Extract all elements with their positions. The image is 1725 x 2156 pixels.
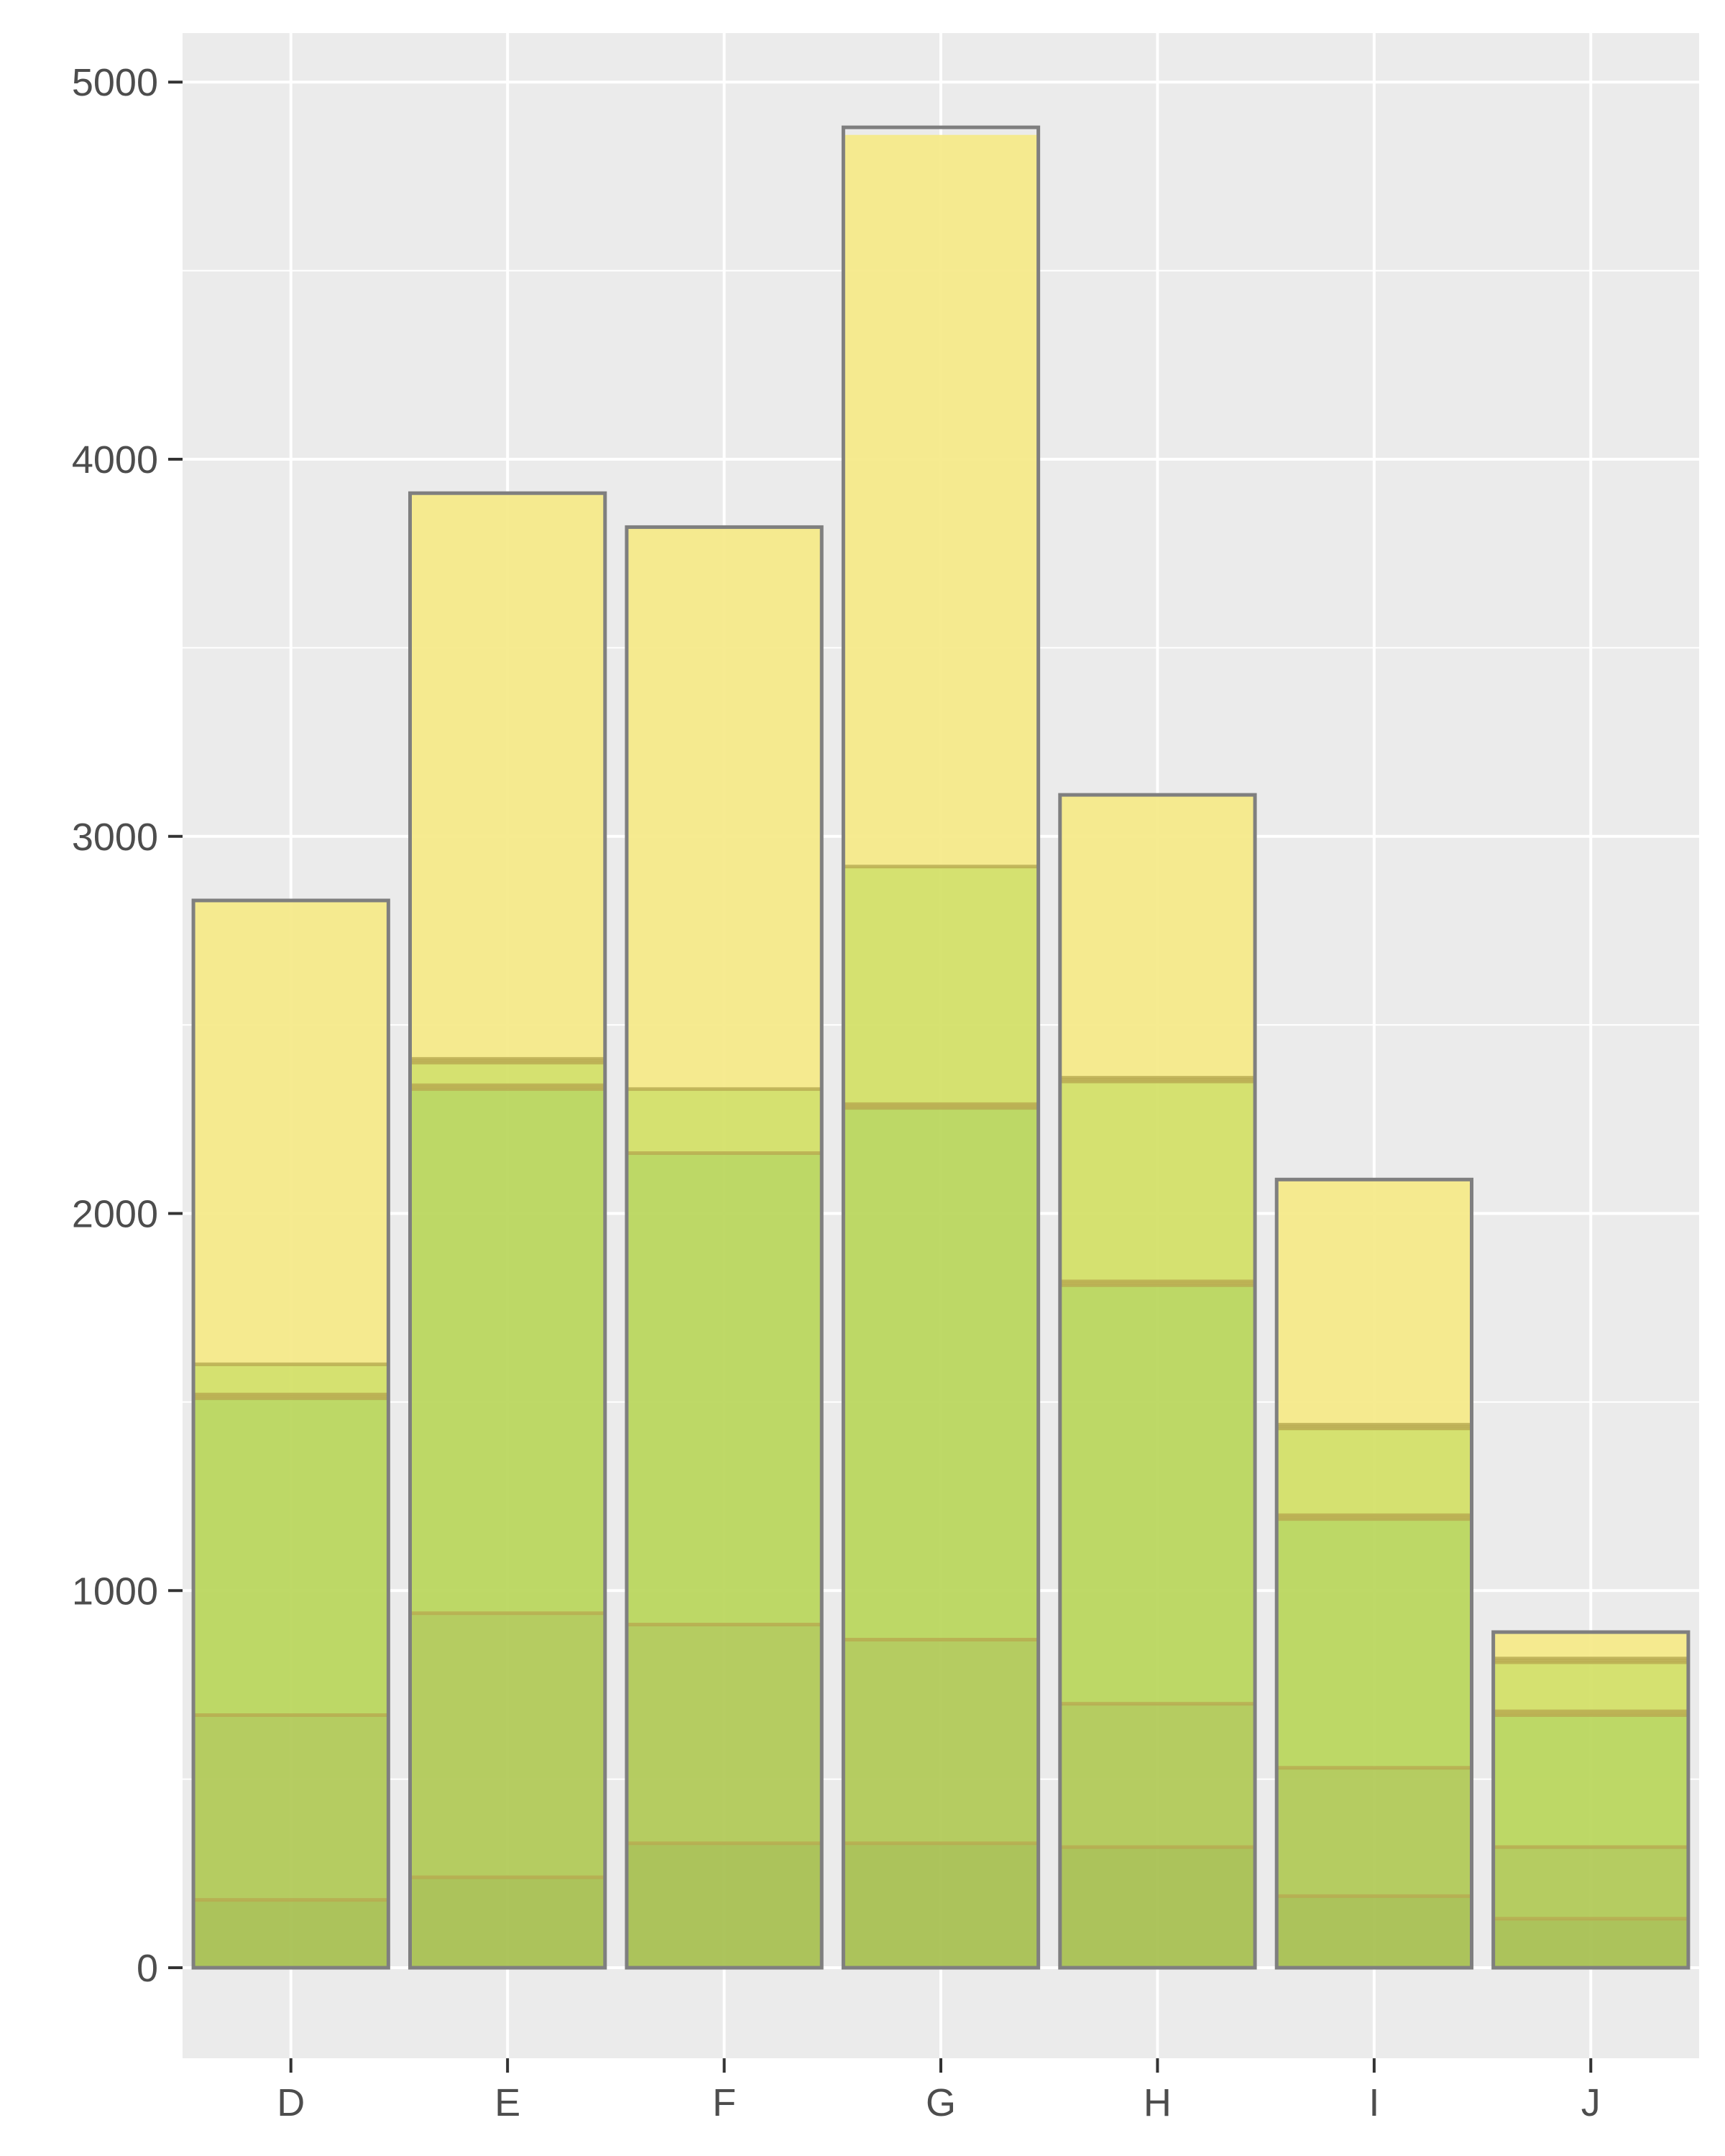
y-tick-label: 4000 <box>72 438 158 482</box>
bar <box>841 125 1041 1970</box>
y-tick-label: 5000 <box>72 61 158 104</box>
x-tick-label: I <box>1368 2081 1379 2124</box>
x-tick-label: G <box>926 2081 956 2124</box>
y-tick-label: 1000 <box>72 1570 158 1613</box>
bar-segment <box>1276 1428 1472 1516</box>
bar-segment <box>626 1153 822 1625</box>
bar-segment <box>410 1877 605 1968</box>
bar-segment <box>193 1398 389 1715</box>
bar-segment <box>193 1899 389 1968</box>
y-tick-label: 0 <box>137 1947 158 1990</box>
bar-segment <box>1493 1632 1688 1659</box>
bars <box>191 125 1690 1970</box>
bar-segment <box>1493 1847 1688 1919</box>
bar <box>625 525 824 1970</box>
bar <box>408 491 607 1970</box>
bar-segment <box>193 900 389 1365</box>
bar-segment <box>410 1613 605 1878</box>
y-tick-label: 3000 <box>72 816 158 859</box>
bar-segment <box>1493 1662 1688 1712</box>
bar-segment <box>1059 1081 1256 1281</box>
bar-segment <box>626 1624 822 1843</box>
bar-segment <box>626 527 822 1089</box>
bar-segment <box>193 1715 389 1900</box>
bar-segment <box>410 1059 605 1063</box>
bar-segment <box>1493 1715 1688 1848</box>
bar-segment <box>1276 1179 1472 1425</box>
bar-segment <box>1493 1658 1688 1662</box>
bar-segment <box>843 1104 1039 1108</box>
bar-segment <box>1276 1519 1472 1768</box>
bar-segment <box>843 1843 1039 1968</box>
bar-segment <box>843 1107 1039 1640</box>
bar-segment <box>410 1085 605 1089</box>
bar-segment <box>1059 1847 1256 1968</box>
y-tick-label: 2000 <box>72 1193 158 1236</box>
bar-segment <box>843 134 1039 867</box>
bar-segment <box>1059 795 1256 1078</box>
bar-segment <box>1276 1424 1472 1429</box>
bar-segment <box>1276 1515 1472 1519</box>
axes: 0 1000 2000 3000 4000 5000 D E F G H I J <box>72 61 1601 2124</box>
bar-segment <box>193 1364 389 1395</box>
x-tick-label: J <box>1581 2081 1601 2124</box>
x-tick-label: H <box>1144 2081 1172 2124</box>
x-tick-label: D <box>277 2081 305 2124</box>
bar-segment <box>410 1062 605 1086</box>
bar-segment <box>1059 1281 1256 1286</box>
bar-segment <box>410 493 605 1059</box>
bar <box>1274 1177 1473 1970</box>
bar-segment <box>1276 1767 1472 1897</box>
bar-segment <box>843 1639 1039 1843</box>
bar-segment <box>1059 1077 1256 1082</box>
bar-segment <box>1493 1918 1688 1968</box>
bar-segment <box>1059 1703 1256 1848</box>
bar <box>1491 1630 1690 1970</box>
bar-segment <box>626 1843 822 1968</box>
bar <box>1058 793 1257 1970</box>
x-tick-label: F <box>712 2081 736 2124</box>
bar-segment <box>410 1089 605 1613</box>
bar-segment <box>843 866 1039 1105</box>
bar-segment <box>1059 1285 1256 1704</box>
bar-segment <box>626 1089 822 1153</box>
x-tick-label: E <box>494 2081 520 2124</box>
bar-segment <box>1493 1711 1688 1715</box>
bar-segment <box>1276 1896 1472 1968</box>
bar <box>191 898 390 1970</box>
bar-segment <box>193 1394 389 1399</box>
